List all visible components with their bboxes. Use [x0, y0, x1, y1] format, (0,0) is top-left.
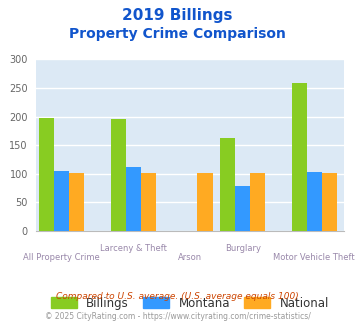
Bar — [250, 173, 265, 231]
Text: 2019 Billings: 2019 Billings — [122, 8, 233, 23]
Bar — [307, 172, 322, 231]
Bar — [39, 118, 54, 231]
Bar — [141, 173, 156, 231]
Bar — [126, 167, 141, 231]
Bar — [111, 119, 126, 231]
Bar — [322, 173, 337, 231]
Legend: Billings, Montana, National: Billings, Montana, National — [46, 292, 334, 314]
Text: Motor Vehicle Theft: Motor Vehicle Theft — [273, 253, 355, 262]
Text: Larceny & Theft: Larceny & Theft — [100, 244, 167, 252]
Text: Property Crime Comparison: Property Crime Comparison — [69, 27, 286, 41]
Text: Compared to U.S. average. (U.S. average equals 100): Compared to U.S. average. (U.S. average … — [56, 292, 299, 301]
Bar — [69, 173, 84, 231]
Bar — [54, 171, 69, 231]
Bar — [220, 138, 235, 231]
Bar — [197, 173, 213, 231]
Bar — [291, 83, 307, 231]
Text: © 2025 CityRating.com - https://www.cityrating.com/crime-statistics/: © 2025 CityRating.com - https://www.city… — [45, 312, 310, 321]
Text: Burglary: Burglary — [225, 244, 261, 252]
Text: Arson: Arson — [178, 253, 202, 262]
Text: All Property Crime: All Property Crime — [23, 253, 100, 262]
Bar — [235, 186, 250, 231]
